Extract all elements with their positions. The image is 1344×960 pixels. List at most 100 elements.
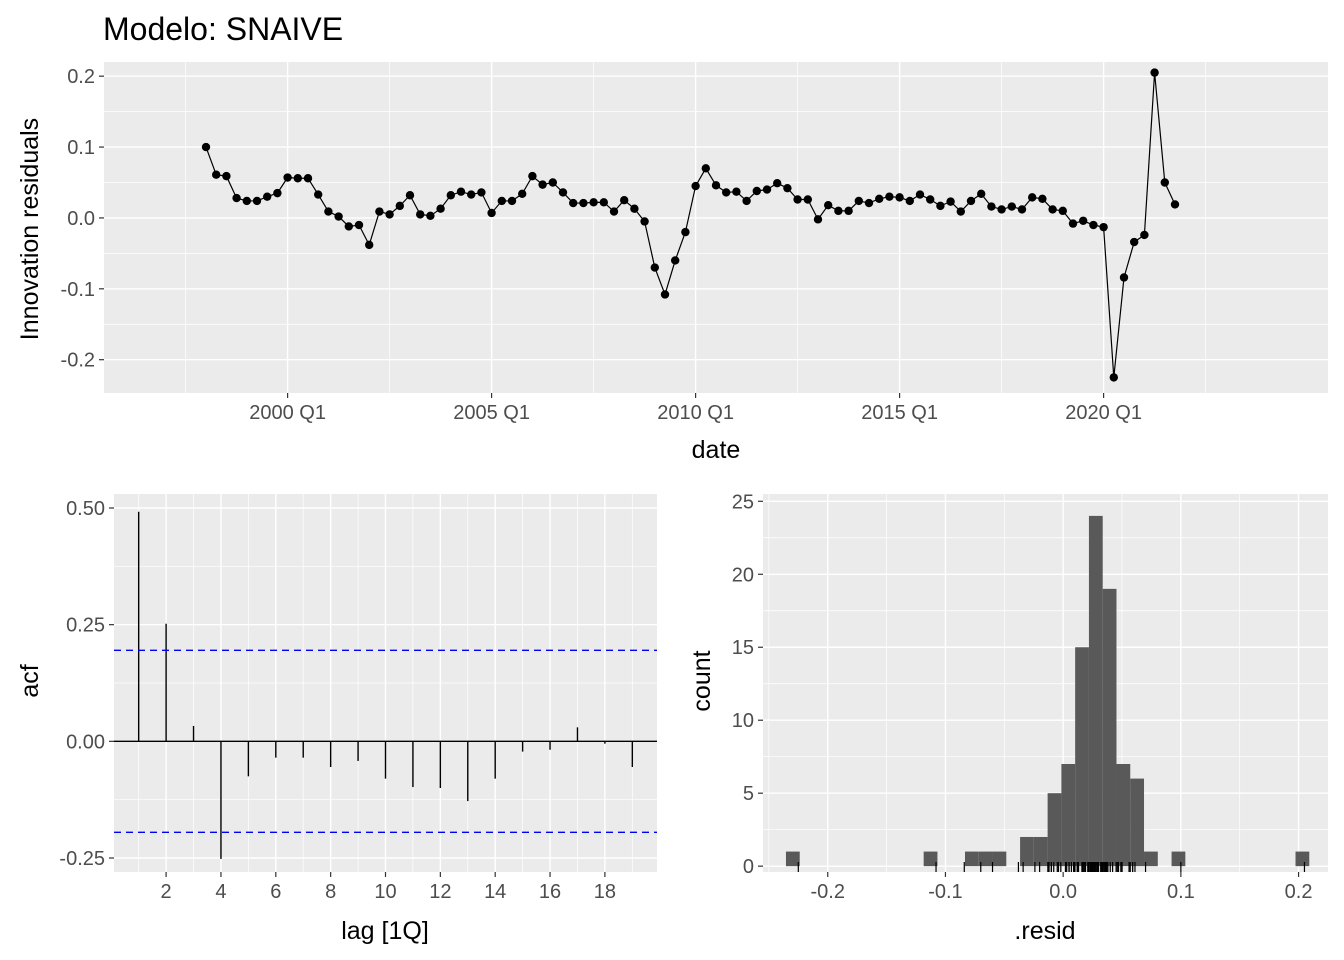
- residual-point: [324, 207, 333, 216]
- residual-point: [650, 263, 659, 272]
- residual-point: [1089, 220, 1098, 230]
- residual-point: [1170, 200, 1180, 209]
- x-tick-label: 16: [539, 881, 561, 903]
- residual-point: [966, 196, 976, 206]
- residual-point: [773, 179, 782, 188]
- residual-point: [864, 198, 874, 208]
- residual-point: [813, 215, 823, 224]
- residual-point: [395, 201, 404, 211]
- histogram-bars: [785, 515, 1310, 867]
- histogram-x-ticks: -0.2 -0.1 0.0 0.1 0.2: [811, 872, 1313, 903]
- residual-point: [1099, 222, 1108, 232]
- residual-point: [609, 207, 619, 216]
- histogram-bar: [1102, 588, 1117, 867]
- residual-point: [405, 191, 415, 200]
- y-tick-label: -0.1: [61, 279, 95, 301]
- residual-point: [620, 196, 629, 205]
- residual-point: [722, 188, 731, 197]
- x-tick-label: 2000 Q1: [249, 402, 326, 424]
- x-tick-label: 0.0: [1049, 881, 1077, 903]
- histogram-rug: [797, 862, 1306, 872]
- residual-point: [242, 196, 251, 206]
- residual-point: [467, 190, 476, 199]
- residual-point: [477, 188, 486, 197]
- residuals-y-ticks: -0.2 -0.1 0.0 0.1 0.2: [61, 66, 104, 372]
- residual-point: [344, 222, 353, 231]
- y-tick-label: 5: [743, 783, 754, 805]
- y-tick-label: 15: [732, 637, 754, 659]
- residual-point: [558, 188, 568, 197]
- x-tick-label: 4: [215, 881, 226, 903]
- acf-x-axis-label: lag [1Q]: [341, 917, 429, 945]
- acf-plot: 2 4 6 8 10 12 14 16 18 -0.25 0.00 0.25 0.50 lag [1Q…: [16, 494, 657, 945]
- residual-point: [222, 171, 231, 181]
- residual-point: [905, 196, 914, 206]
- residual-point: [630, 204, 639, 213]
- residual-point: [1007, 202, 1016, 211]
- x-tick-label: 0.2: [1285, 881, 1313, 903]
- residual-point: [742, 196, 751, 206]
- y-tick-label: 0.25: [66, 615, 105, 637]
- residual-point: [1140, 230, 1149, 240]
- residual-point: [977, 189, 986, 199]
- residual-point: [334, 212, 343, 221]
- residual-point: [1160, 178, 1170, 187]
- histogram-bar: [1130, 778, 1145, 867]
- residual-point: [1150, 68, 1159, 77]
- residuals-x-axis-label: date: [692, 436, 741, 464]
- residual-point: [365, 240, 374, 250]
- residual-point: [497, 196, 506, 206]
- residual-point: [834, 206, 843, 216]
- residual-point: [416, 210, 425, 219]
- residual-point: [518, 189, 527, 199]
- residual-point: [589, 198, 598, 207]
- histogram-bar: [992, 851, 1007, 867]
- residual-point: [548, 178, 557, 187]
- residuals-x-ticks: 2000 Q1 2005 Q1 2010 Q1 2015 Q1 2020 Q1: [249, 393, 1142, 424]
- residual-point: [915, 190, 925, 199]
- residual-point: [1109, 373, 1119, 382]
- residual-point: [314, 190, 323, 199]
- residual-point: [671, 256, 680, 265]
- x-tick-label: 2005 Q1: [453, 402, 530, 424]
- histogram-y-axis-label: count: [688, 650, 716, 711]
- histogram-bar: [1061, 764, 1076, 867]
- residual-point: [1130, 237, 1139, 247]
- y-tick-label: -0.2: [61, 350, 95, 372]
- histogram-bar: [1171, 851, 1186, 867]
- residual-point: [385, 210, 394, 219]
- residual-point: [507, 196, 517, 206]
- residual-point: [375, 207, 384, 216]
- residual-point: [854, 196, 863, 206]
- residual-point: [426, 211, 435, 221]
- residual-point: [875, 194, 884, 203]
- histogram-bar: [1075, 647, 1089, 867]
- residuals-gridlines: [104, 62, 1328, 393]
- x-tick-label: 12: [429, 881, 451, 903]
- residual-point: [283, 173, 292, 182]
- residual-point: [252, 196, 262, 206]
- histogram-panel-background: [763, 494, 1328, 872]
- residual-point: [895, 193, 904, 202]
- residual-point: [946, 197, 955, 206]
- histogram-bar: [785, 851, 800, 867]
- x-tick-label: 8: [325, 881, 336, 903]
- residual-point: [681, 227, 690, 237]
- residual-point: [528, 171, 537, 181]
- acf-y-ticks: -0.25 0.00 0.25 0.50: [59, 498, 114, 870]
- y-tick-label: 0: [743, 856, 754, 878]
- residual-point: [1017, 205, 1027, 214]
- residual-point: [569, 198, 578, 208]
- residual-point: [1058, 206, 1068, 216]
- residual-point: [701, 164, 710, 173]
- y-tick-label: 0.00: [66, 731, 105, 753]
- x-tick-label: 0.1: [1167, 881, 1195, 903]
- residual-point: [762, 185, 772, 194]
- residual-point: [538, 180, 547, 189]
- residual-point: [803, 195, 812, 204]
- x-tick-label: 18: [594, 881, 616, 903]
- histogram-bar: [964, 851, 979, 867]
- residual-point: [844, 206, 853, 216]
- histogram-bar: [1020, 836, 1034, 867]
